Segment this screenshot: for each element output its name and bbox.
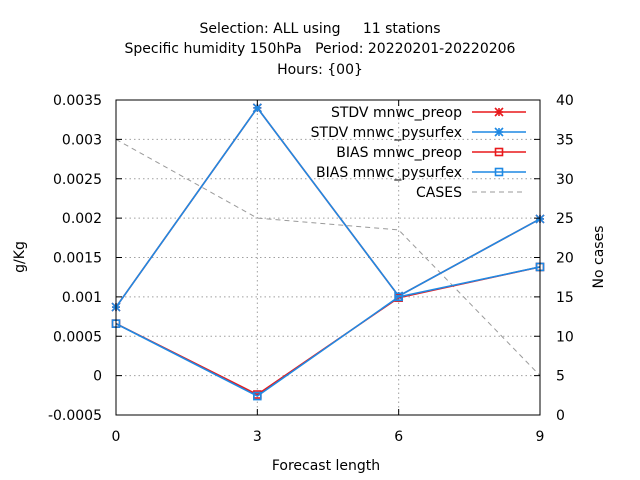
y-tick-label: 0.0005 (53, 329, 102, 345)
square-marker (253, 391, 262, 401)
x-axis-label: Forecast length (272, 458, 380, 474)
legend-item: STDV mnwc_preop (331, 105, 526, 121)
star-marker (494, 107, 504, 117)
axis-ticks: -0.0005 0 0.0005 0.001 0.0015 0.002 0.0025 0.00… (48, 93, 574, 445)
y2-tick-label: 15 (556, 290, 574, 306)
legend-item: STDV mnwc_pysurfex (311, 125, 526, 141)
series-line (115, 106, 541, 308)
square-marker (494, 147, 504, 157)
legend-label: BIAS mnwc_preop (336, 145, 462, 161)
legend-label: CASES (416, 185, 462, 201)
chart-title-line-2: Specific humidity 150hPa Period: 2022020… (124, 41, 516, 57)
chart-title-line-1: Selection: ALL using 11 stations (199, 21, 441, 37)
y-tick-label: -0.0005 (48, 408, 102, 424)
y2-tick-label: 10 (556, 329, 574, 345)
y2-tick-label: 20 (556, 251, 574, 267)
chart-title-line-3: Hours: {00} (277, 62, 363, 78)
series-cases (115, 138, 541, 376)
y2-tick-label: 25 (556, 211, 574, 227)
legend-item: CASES (416, 185, 526, 201)
series-line (115, 138, 541, 376)
grid-lines (116, 100, 540, 415)
y-tick-label: 0 (93, 369, 102, 385)
series-bias-mnwc-preop (111, 262, 545, 399)
legend-item: BIAS mnwc_pysurfex (316, 165, 526, 181)
x-tick-label: 3 (253, 429, 262, 445)
legend-label: STDV mnwc_preop (331, 105, 462, 121)
cases-series (115, 138, 541, 376)
y-tick-label: 0.0015 (53, 251, 102, 267)
legend-item: BIAS mnwc_preop (336, 145, 526, 161)
y2-tick-label: 40 (556, 93, 574, 109)
y2-tick-label: 0 (556, 408, 565, 424)
y2-tick-label: 30 (556, 172, 574, 188)
square-marker (494, 167, 504, 177)
series-line (115, 266, 541, 398)
x-tick-label: 0 (112, 429, 121, 445)
y-tick-label: 0.0035 (53, 93, 102, 109)
y-tick-label: 0.003 (62, 132, 102, 148)
legend-label: BIAS mnwc_pysurfex (316, 165, 462, 181)
y2-axis-label: No cases (591, 226, 607, 289)
y-tick-label: 0.0025 (53, 172, 102, 188)
x-tick-label: 6 (394, 429, 403, 445)
y-axis-label: g/Kg (12, 241, 28, 273)
series-bias-mnwc-pysurfex (111, 262, 545, 401)
star-marker (494, 127, 504, 137)
y-tick-label: 0.001 (62, 290, 102, 306)
data-series (111, 103, 545, 401)
y-tick-label: 0.002 (62, 211, 102, 227)
y2-tick-label: 5 (556, 369, 565, 385)
legend-label: STDV mnwc_pysurfex (311, 125, 462, 141)
y2-tick-label: 35 (556, 132, 574, 148)
legend: STDV mnwc_preop STDV mnwc_pysurfex BIAS mn… (311, 105, 526, 201)
square-marker (394, 292, 403, 302)
x-tick-label: 9 (536, 429, 545, 445)
